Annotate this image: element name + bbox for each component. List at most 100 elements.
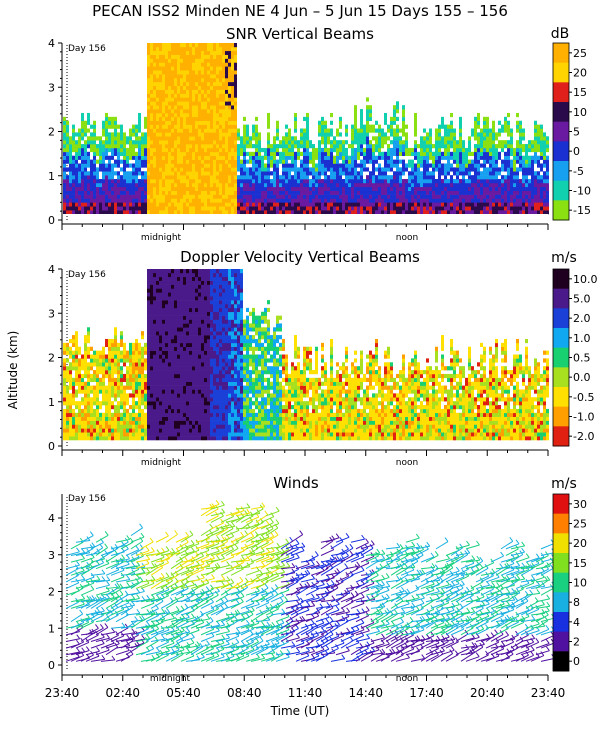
snr-cell [354,112,357,118]
snr-cell [495,163,498,168]
snr-cell [126,182,129,188]
snr-cell [258,206,261,211]
snr-cell [402,151,405,157]
snr-cell [459,167,462,172]
snr-cell [174,109,177,114]
snr-cell [183,167,186,172]
snr-cell [336,163,339,168]
snr-cell [174,186,177,191]
snr-cell [444,155,447,160]
snr-cell [336,155,339,160]
doppler-cell [96,350,99,355]
snr-cell [294,120,297,125]
snr-cell [93,136,96,141]
colorbar-swatch [553,102,569,123]
snr-cell [522,136,525,141]
snr-cell [303,171,306,176]
doppler-cell [156,389,159,394]
snr-cell [84,147,87,153]
snr-cell [411,206,414,211]
snr-cell [282,171,285,176]
doppler-cell [132,389,135,394]
snr-cell [315,147,318,153]
doppler-cell [144,358,147,363]
snr-cell [177,136,180,141]
snr-cell [270,210,273,215]
snr-cell [528,171,531,176]
snr-cell [183,46,186,52]
snr-cell [432,194,435,199]
snr-cell [393,109,396,114]
snr-cell [366,167,369,172]
snr-cell [198,198,201,203]
snr-cell [126,151,129,157]
doppler-cell [87,362,90,367]
snr-cell [162,155,165,160]
snr-cell [444,175,447,180]
snr-cell [363,167,366,172]
snr-cell [438,144,441,149]
snr-cell [360,124,363,129]
snr-cell [387,175,390,180]
snr-cell [177,105,180,110]
snr-cell [339,186,342,191]
snr-cell [327,167,330,172]
snr-cell [147,186,150,191]
snr-cell [210,132,213,137]
snr-cell [501,198,504,203]
doppler-cell [153,393,156,398]
snr-cell [450,112,453,118]
snr-cell [369,109,372,114]
snr-cell [93,190,96,195]
snr-cell [537,179,540,184]
snr-cell [72,179,75,184]
snr-cell [174,97,177,102]
snr-cell [87,198,90,203]
snr-cell [513,155,516,160]
snr-cell [189,101,192,106]
snr-cell [429,206,432,211]
snr-cell [135,198,138,203]
snr-cell [252,171,255,176]
snr-cell [546,167,549,172]
snr-cell [369,171,372,176]
doppler-cell [132,436,135,441]
snr-cell [267,167,270,172]
snr-cell [228,194,231,199]
snr-cell [78,140,81,145]
snr-cell [210,179,213,184]
snr-cell [471,151,474,157]
snr-cell [165,101,168,106]
doppler-cell [84,350,87,355]
snr-cell [219,144,222,149]
snr-cell [120,175,123,180]
doppler-cell [150,405,153,410]
snr-cell [387,136,390,141]
snr-cell [225,43,228,48]
snr-cell [159,155,162,160]
snr-cell [474,194,477,199]
snr-cell [204,151,207,157]
snr-cell [480,140,483,145]
snr-cell [450,155,453,160]
snr-cell [225,190,228,195]
snr-cell [291,159,294,164]
snr-cell [63,175,66,180]
snr-cell [516,147,519,153]
snr-cell [75,147,78,153]
snr-cell [402,210,405,215]
snr-cell [141,136,144,141]
snr-cell [288,175,291,180]
snr-cell [198,186,201,191]
doppler-cell [117,412,120,417]
snr-cell [363,182,366,188]
snr-cell [114,128,117,133]
snr-cell [267,194,270,199]
snr-cell [240,167,243,172]
doppler-cell [105,436,108,441]
snr-cell [102,159,105,164]
snr-cell [123,167,126,172]
snr-cell [492,159,495,164]
doppler-cell [108,401,111,406]
snr-cell [180,175,183,180]
